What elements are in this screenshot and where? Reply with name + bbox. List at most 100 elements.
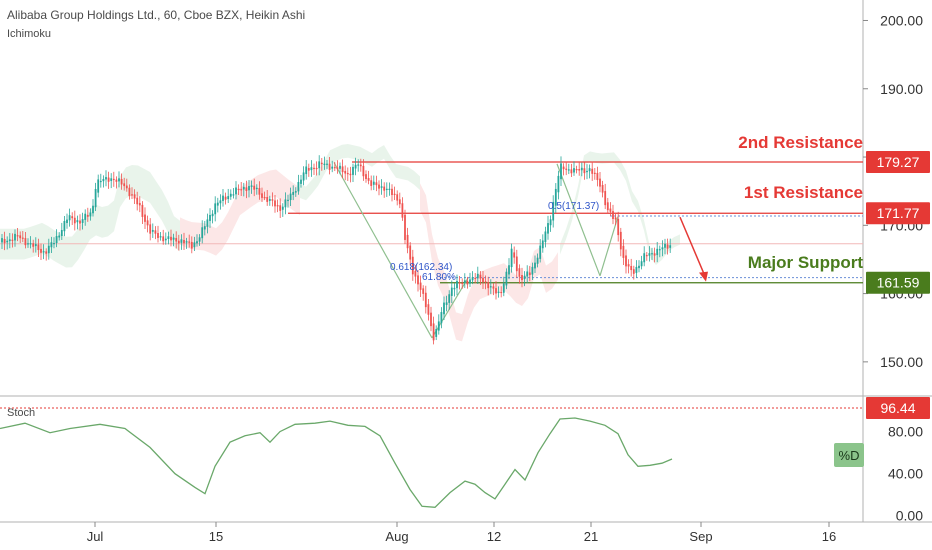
candle-body	[8, 239, 11, 242]
candle-body	[266, 197, 269, 202]
candle-body	[435, 328, 438, 337]
candle-body	[640, 261, 643, 267]
candle-body	[34, 244, 37, 247]
candle-body	[424, 292, 427, 308]
candle-body	[3, 238, 6, 244]
candle-body	[669, 245, 672, 248]
major-support-label: Major Support	[748, 253, 864, 272]
candle-body	[385, 188, 388, 190]
candle-body	[383, 186, 386, 191]
candle-body	[380, 186, 383, 188]
candle-body	[593, 172, 596, 175]
candle-body	[222, 195, 224, 201]
candle-body	[440, 312, 443, 324]
candle-body	[651, 253, 653, 255]
candle-body	[409, 245, 412, 260]
candle-body	[606, 202, 609, 211]
candle-body	[411, 256, 414, 275]
candle-body	[476, 273, 479, 279]
candle-body	[227, 196, 230, 200]
candle-body	[1, 238, 3, 243]
candle-body	[37, 244, 40, 251]
candle-body	[352, 166, 354, 175]
candle-body	[653, 253, 656, 256]
stoch-level-badge	[866, 397, 930, 419]
candle-body	[599, 178, 601, 187]
stoch-d-line	[0, 417, 673, 508]
candle-body	[461, 282, 464, 285]
candle-body	[274, 200, 276, 207]
candle-body	[294, 191, 297, 193]
candle-body	[404, 214, 406, 240]
candle-body	[81, 219, 84, 223]
stoch-level-badge-text: 96.44	[880, 400, 915, 416]
candle-body	[370, 180, 373, 186]
candle-body	[398, 199, 401, 205]
candle-body	[53, 242, 55, 245]
candle-body	[71, 216, 74, 219]
candle-body	[339, 165, 341, 169]
candle-body	[427, 304, 430, 315]
candle-body	[76, 220, 79, 223]
candle-body	[656, 248, 659, 256]
candle-body	[128, 187, 131, 196]
candle-body	[198, 237, 201, 242]
candle-body	[24, 238, 27, 246]
candle-body	[318, 161, 321, 169]
candle-body	[515, 256, 518, 272]
candle-body	[11, 239, 14, 241]
forecast-arrowhead	[699, 271, 708, 282]
candle-body	[188, 241, 191, 243]
candle-body	[211, 213, 214, 217]
candle-body	[336, 167, 339, 170]
d-badge-label: %D	[839, 448, 860, 463]
time-tick-label: 16	[822, 529, 836, 544]
fib-label-percent: 61.80%	[422, 272, 456, 283]
resistance-1-label: 1st Resistance	[744, 183, 863, 202]
candle-body	[245, 187, 248, 191]
level-price-badge-text: 179.27	[877, 154, 920, 170]
candle-body	[432, 323, 435, 341]
candle-body	[328, 163, 331, 170]
price-tick-label: 190.00	[880, 81, 923, 97]
candle-body	[144, 214, 146, 222]
candle-body	[497, 291, 500, 293]
candle-body	[27, 243, 29, 245]
candle-body	[271, 199, 274, 201]
time-tick-label: 12	[487, 529, 501, 544]
candle-body	[510, 248, 513, 268]
candle-body	[281, 206, 284, 210]
candle-body	[500, 291, 503, 294]
candle-body	[151, 229, 154, 232]
candle-body	[16, 235, 19, 237]
candle-body	[190, 241, 193, 249]
candle-body	[45, 251, 48, 254]
candle-body	[305, 166, 308, 175]
candle-body	[580, 167, 583, 171]
candle-body	[237, 188, 240, 191]
candle-body	[310, 167, 313, 171]
candle-body	[331, 166, 334, 169]
candle-body	[573, 168, 575, 173]
level-price-badge	[866, 271, 930, 294]
candle-body	[661, 247, 664, 250]
candle-body	[479, 274, 482, 279]
candle-body	[32, 243, 35, 247]
time-tick-label: Sep	[689, 529, 712, 544]
candle-body	[131, 194, 133, 196]
candle-body	[79, 220, 81, 224]
candle-body	[47, 245, 50, 254]
indicator-name: Ichimoku	[7, 28, 51, 40]
candle-body	[523, 275, 526, 280]
candle-body	[292, 192, 295, 195]
candle-body	[164, 238, 167, 241]
candle-body	[658, 249, 661, 251]
candle-body	[445, 302, 448, 305]
candle-body	[588, 168, 591, 172]
candle-body	[136, 197, 139, 205]
candle-body	[378, 184, 380, 189]
candle-body	[505, 271, 508, 286]
candle-body	[489, 286, 492, 288]
candle-body	[307, 168, 310, 171]
